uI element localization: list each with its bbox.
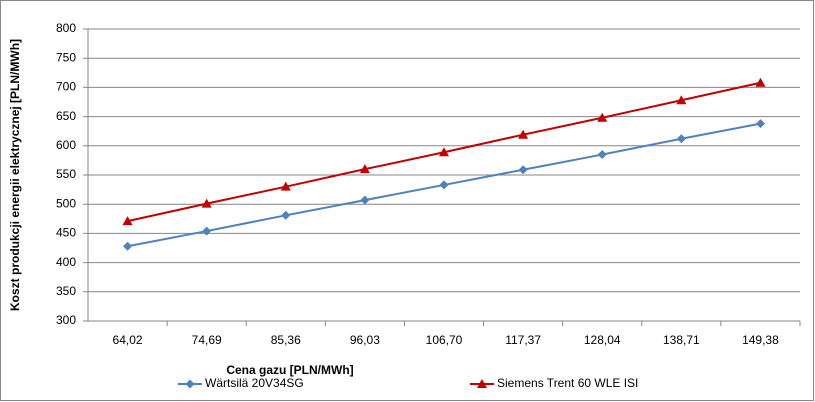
legend-label: Wärtsilä 20V34SG [205,376,304,390]
x-tick-label: 85,36 [271,333,301,347]
legend-marker [185,379,195,389]
marker [518,165,528,175]
marker [280,181,291,191]
marker [281,210,291,220]
y-tick-label: 700 [56,80,76,94]
y-tick-label: 500 [56,196,76,210]
marker [439,147,449,157]
marker [360,195,370,205]
x-axis-title: Cena gazu [PLN/MWh] [226,363,353,377]
legend-marker [477,379,487,388]
marker [201,198,212,208]
y-tick-label: 350 [56,284,76,298]
marker [123,241,133,251]
marker [202,226,212,236]
y-tick-label: 300 [56,313,76,327]
y-tick-label: 800 [56,21,76,35]
marker [518,129,529,139]
x-tick-label: 149,38 [742,333,779,347]
y-axis-title: Koszt produkcji energii elektrycznej [PL… [8,39,22,311]
marker [676,95,687,105]
x-tick-label: 106,70 [426,333,463,347]
y-tick-label: 550 [56,167,76,181]
legend-label: Siemens Trent 60 WLE ISI [497,376,638,390]
y-tick-label: 650 [56,109,76,123]
y-tick-label: 450 [56,226,76,240]
marker [755,119,765,129]
marker [439,180,449,190]
marker [122,216,133,226]
x-tick-label: 117,37 [505,333,541,347]
marker [597,150,607,160]
x-tick-label: 128,04 [584,333,621,347]
marker [359,164,370,174]
x-tick-label: 96,03 [350,333,380,347]
x-tick-label: 74,69 [192,333,222,347]
y-tick-label: 750 [56,50,76,64]
marker [676,134,686,144]
y-tick-label: 600 [56,138,76,152]
x-tick-label: 64,02 [113,333,143,347]
marker [597,112,608,122]
y-tick-label: 400 [56,255,76,269]
marker [755,77,766,87]
x-tick-label: 138,71 [663,333,700,347]
